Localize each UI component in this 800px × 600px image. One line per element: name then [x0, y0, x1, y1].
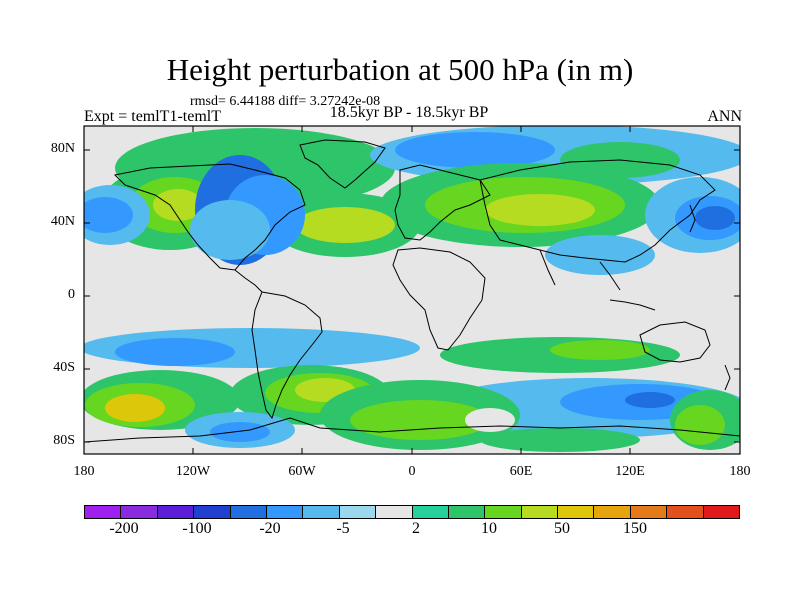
- lon-label: 180: [729, 464, 751, 479]
- colorbar-swatch: [85, 506, 122, 518]
- lon-label: 60E: [509, 464, 533, 479]
- colorbar-label: -100: [182, 520, 212, 537]
- colorbar-swatch: [703, 506, 740, 518]
- colorbar-label: -200: [109, 520, 139, 537]
- colorbar-swatch: [266, 506, 304, 518]
- colorbar-swatch: [521, 506, 559, 518]
- colorbar-swatch: [558, 506, 595, 518]
- lat-label: 40N: [50, 214, 75, 229]
- colorbar-swatch: [303, 506, 340, 518]
- colorbar-label: 2: [412, 520, 420, 537]
- anomaly-field: [84, 126, 740, 454]
- lat-label: 0: [68, 287, 75, 302]
- colorbar-swatch: [376, 506, 413, 518]
- colorbar-swatch: [194, 506, 231, 518]
- lon-label: 0: [408, 464, 416, 479]
- lon-label: 120E: [615, 464, 645, 479]
- lat-label: 80S: [53, 433, 75, 448]
- colorbar-swatch: [630, 506, 668, 518]
- colorbar-swatch: [667, 506, 704, 518]
- colorbar-label: -20: [259, 520, 281, 537]
- colorbar-label: -5: [336, 520, 350, 537]
- colorbar-label: 150: [623, 520, 647, 537]
- lat-label: 40S: [53, 360, 75, 375]
- coastlines: [84, 139, 740, 443]
- colorbar-swatch: [157, 506, 195, 518]
- colorbar-swatch: [412, 506, 449, 518]
- lon-label: 60W: [288, 464, 316, 479]
- colorbar-swatch: [485, 506, 522, 518]
- colorbar-swatch: [121, 506, 158, 518]
- map-title: Height perturbation at 500 hPa (in m): [166, 52, 634, 87]
- colorbar-swatch: [594, 506, 631, 518]
- season-label: ANN: [707, 108, 742, 125]
- colorbar-label: 10: [481, 520, 497, 537]
- lon-label: 180: [73, 464, 95, 479]
- stats-text: rmsd= 6.44188 diff= 3.27242e-08: [190, 94, 381, 109]
- experiment-label: Expt = temlT1-temlT: [84, 108, 221, 125]
- lat-label: 80N: [50, 141, 75, 156]
- colorbar: [84, 505, 740, 519]
- colorbar-swatch: [339, 506, 377, 518]
- colorbar-swatch: [448, 506, 486, 518]
- period-label: 18.5kyr BP - 18.5kyr BP: [329, 104, 489, 121]
- colorbar-label: 50: [554, 520, 570, 537]
- colorbar-swatch: [230, 506, 267, 518]
- lon-label: 120W: [175, 464, 211, 479]
- axis-ticks: [83, 126, 741, 454]
